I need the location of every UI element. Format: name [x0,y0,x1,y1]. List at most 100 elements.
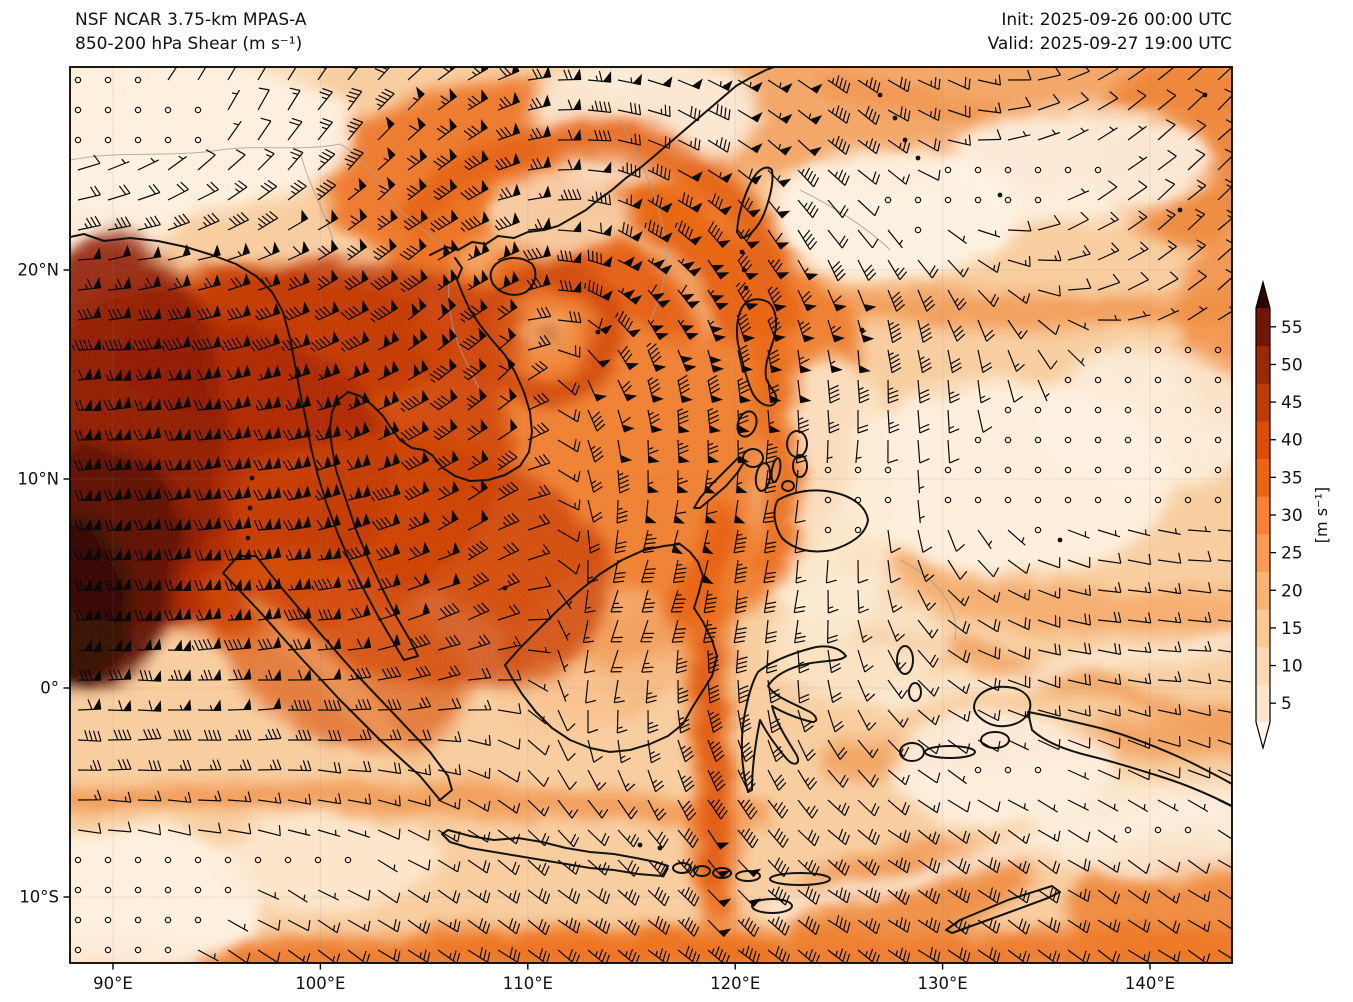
calm-wind-circle [134,916,142,924]
init-time-label: Init: 2025-09-26 00:00 UTC [1001,10,1232,30]
calm-wind-circle [1184,346,1192,354]
calm-wind-circle [974,436,982,444]
calm-wind-circle [914,226,922,234]
calm-wind-circle [1094,466,1102,474]
calm-wind-circle [104,106,112,114]
calm-wind-circle [1064,496,1072,504]
calm-wind-circle [944,496,952,504]
calm-wind-circle [164,916,172,924]
calm-wind-circle [314,856,322,864]
calm-wind-circle [944,166,952,174]
calm-wind-circle [1094,346,1102,354]
calm-wind-circle [824,526,832,534]
calm-wind-circle [284,856,292,864]
calm-wind-circle [164,106,172,114]
colorbar-tick-label: 25 [1281,544,1303,564]
calm-wind-circle [1184,376,1192,384]
calm-wind-circle [1064,406,1072,414]
calm-wind-circle [224,856,232,864]
calm-wind-circle [1184,436,1192,444]
calm-wind-circle [1004,766,1012,774]
calm-wind-circle [1034,436,1042,444]
calm-wind-circle [194,856,202,864]
x-axis: 90°E 100°E 110°E 120°E 130°E 140°E [93,963,1175,993]
figure-title-model: NSF NCAR 3.75-km MPAS-A [75,10,307,30]
calm-wind-circle [164,136,172,144]
calm-wind-circle [1184,826,1192,834]
calm-wind-circle [1184,406,1192,414]
calm-wind-circle [914,196,922,204]
calm-wind-circle [884,196,892,204]
y-axis: 20°N 10°N 0° 10°S [17,261,70,907]
calm-wind-circle [1094,376,1102,384]
calm-wind-circle [1214,436,1222,444]
small-islands [245,92,1208,851]
calm-wind-circle [134,76,142,84]
calm-wind-circle [74,946,82,954]
colorbar-tick-label: 20 [1281,581,1303,601]
calm-wind-circle [1034,406,1042,414]
calm-wind-circle [104,946,112,954]
calm-wind-circle [1094,436,1102,444]
x-tick-label: 90°E [93,974,133,993]
calm-wind-circle [254,856,262,864]
calm-wind-circle [824,496,832,504]
x-tick-label: 100°E [295,974,345,993]
calm-wind-circle [224,886,232,894]
calm-wind-circle [134,856,142,864]
calm-wind-circle [884,466,892,474]
calm-wind-circle [1064,466,1072,474]
colorbar-tick-label: 10 [1281,657,1303,677]
calm-wind-circle [74,886,82,894]
calm-wind-circle [164,856,172,864]
figure-title-field: 850-200 hPa Shear (m s⁻¹) [75,34,303,54]
calm-wind-circle [1004,196,1012,204]
calm-wind-circle [974,166,982,174]
calm-wind-circle [74,136,82,144]
calm-wind-circle [1034,166,1042,174]
colorbar-tick-label: 45 [1281,393,1303,413]
colorbar-tick-label: 30 [1281,506,1303,526]
calm-wind-circle [1064,376,1072,384]
y-tick-label: 10°N [17,470,59,489]
calm-wind-circle [194,106,202,114]
colorbar: 5 10 15 20 25 30 35 40 45 50 55 [m s⁻¹] [1255,279,1331,751]
calm-wind-circle [134,886,142,894]
calm-wind-circle [854,496,862,504]
colorbar-tick-label: 5 [1281,694,1292,714]
calm-wind-circle [1004,436,1012,444]
calm-wind-circle [1094,166,1102,174]
calm-wind-circle [1124,346,1132,354]
x-tick-label: 120°E [710,974,760,993]
x-tick-label: 140°E [1125,974,1175,993]
calm-wind-circle [1094,496,1102,504]
colorbar-tick-label: 50 [1281,355,1303,375]
calm-wind-circle [194,886,202,894]
calm-wind-circle [1004,406,1012,414]
colorbar-tick-label: 40 [1281,431,1303,451]
calm-wind-circle [974,496,982,504]
calm-wind-circle [1064,166,1072,174]
calm-wind-circle [164,946,172,954]
calm-wind-circle [1124,376,1132,384]
colorbar-unit-label: [m s⁻¹] [1312,487,1331,543]
calm-wind-circle [1034,466,1042,474]
colorbar-tick-label: 55 [1281,318,1303,338]
calm-wind-circle [944,466,952,474]
calm-wind-circle [1124,826,1132,834]
calm-wind-circle [1034,526,1042,534]
shading-layer [70,67,1232,963]
calm-wind-circle [134,106,142,114]
calm-wind-circle [854,466,862,474]
calm-wind-circle [1184,496,1192,504]
x-tick-label: 130°E [918,974,968,993]
calm-wind-circle [194,136,202,144]
calm-wind-circle [344,856,352,864]
calm-wind-circle [74,916,82,924]
calm-wind-circle [1154,496,1162,504]
calm-wind-circle [1214,466,1222,474]
calm-wind-circle [1124,466,1132,474]
graticule [70,67,1232,963]
